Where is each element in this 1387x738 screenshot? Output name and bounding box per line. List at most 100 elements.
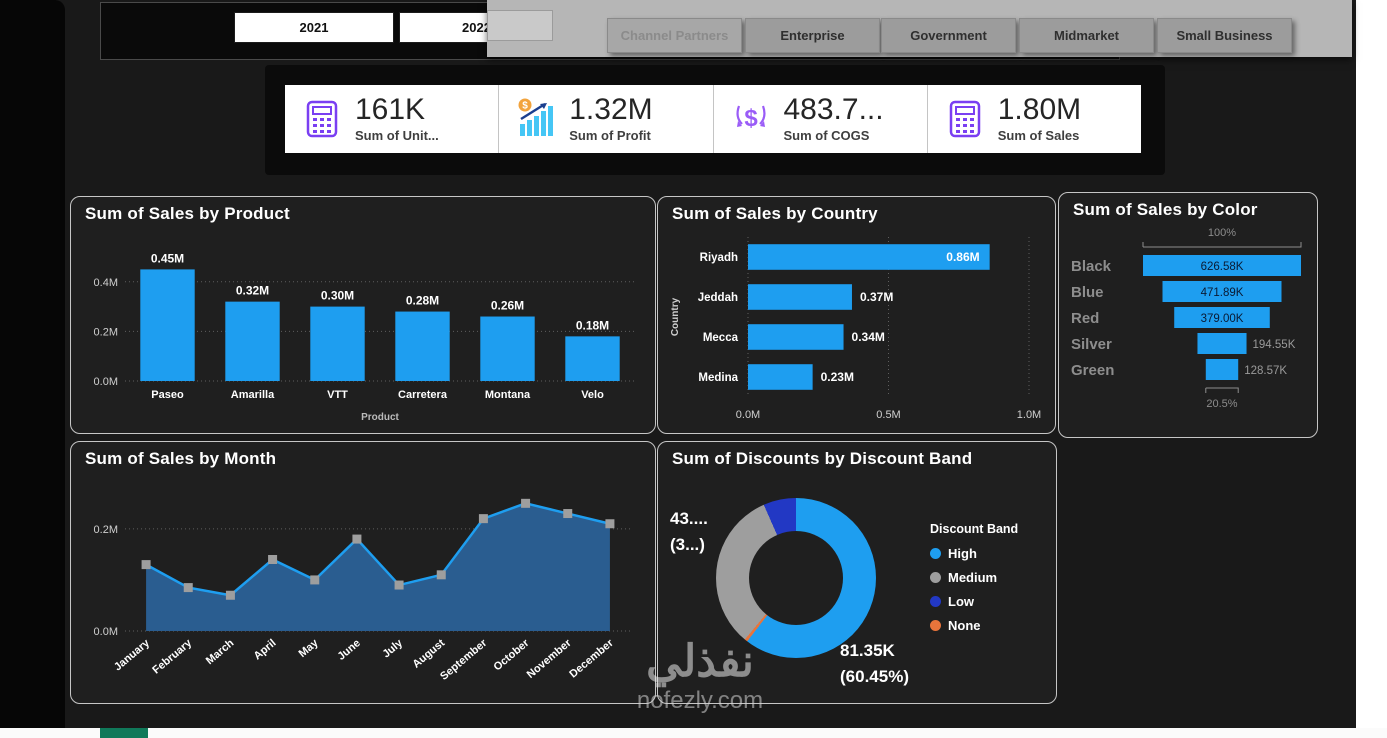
kpi-label: Sum of Unit... bbox=[355, 128, 439, 143]
svg-text:194.55K: 194.55K bbox=[1253, 339, 1296, 351]
donut-label-high: 81.35K (60.45%) bbox=[840, 641, 909, 686]
svg-text:0.26M: 0.26M bbox=[491, 299, 524, 313]
svg-text:May: May bbox=[297, 637, 322, 661]
svg-text:0.23M: 0.23M bbox=[821, 370, 854, 384]
legend-title: Discount Band bbox=[930, 522, 1019, 536]
svg-text:Riyadh: Riyadh bbox=[700, 252, 738, 264]
chart-title: Sum of Discounts by Discount Band bbox=[672, 449, 973, 468]
kpi-card-units: 161K Sum of Unit... bbox=[285, 85, 500, 153]
partial-button[interactable] bbox=[487, 10, 553, 41]
left-sidebar-strip bbox=[0, 0, 65, 728]
svg-text:March: March bbox=[204, 637, 237, 667]
chart-title: Sum of Sales by Color bbox=[1073, 200, 1258, 219]
kpi-card-profit: $ 1.32M Sum of Profit bbox=[499, 85, 714, 153]
legend-dot-low bbox=[930, 596, 941, 607]
bar-chart-sales-by-country[interactable]: 0.0M 0.5M 1.0M 0.86M Riyadh 0.37M Jeddah 0.34M M… bbox=[666, 231, 1047, 427]
svg-text:$: $ bbox=[522, 101, 528, 112]
kpi-card-sales: 1.80M Sum of Sales bbox=[928, 85, 1141, 153]
area-chart-sales-by-month[interactable]: 0.0M 0.2M January February March April May June… bbox=[79, 476, 647, 697]
kpi-value: 1.80M bbox=[997, 93, 1082, 126]
svg-text:1.0M: 1.0M bbox=[1017, 409, 1041, 421]
donut-legend: Discount Band High Medium Low None bbox=[930, 522, 1018, 642]
profit-bars-icon: $ bbox=[513, 96, 559, 142]
svg-text:Montana: Montana bbox=[485, 389, 531, 401]
svg-text:Product: Product bbox=[361, 412, 399, 423]
legend-dot-high bbox=[930, 548, 941, 559]
svg-text:Velo: Velo bbox=[581, 389, 604, 401]
legend-item-medium[interactable]: Medium bbox=[930, 570, 1018, 585]
svg-text:Green: Green bbox=[1071, 362, 1114, 379]
svg-text:Amarilla: Amarilla bbox=[231, 389, 275, 401]
donut-hole bbox=[749, 531, 843, 625]
svg-text:0.5M: 0.5M bbox=[876, 409, 900, 421]
svg-text:0.37M: 0.37M bbox=[860, 290, 893, 304]
svg-text:July: July bbox=[380, 637, 405, 661]
panel-sales-by-country: Sum of Sales by Country 0.0M 0.5M 1.0M 0.86… bbox=[657, 196, 1056, 434]
kpi-card-strip: 161K Sum of Unit... $ 1.32M Sum of Profi… bbox=[265, 65, 1165, 175]
svg-text:0.45M: 0.45M bbox=[151, 251, 184, 265]
svg-text:Country: Country bbox=[670, 297, 681, 336]
svg-text:Black: Black bbox=[1071, 258, 1112, 275]
svg-text:February: February bbox=[150, 637, 194, 677]
panel-discounts-by-band: Sum of Discounts by Discount Band 43....… bbox=[657, 441, 1057, 704]
report-canvas: 2021 2022 Channel Partners Enterprise Go… bbox=[0, 0, 1356, 728]
svg-text:0.28M: 0.28M bbox=[406, 294, 439, 308]
svg-text:Jeddah: Jeddah bbox=[698, 292, 738, 304]
svg-text:Silver: Silver bbox=[1071, 336, 1112, 353]
donut-chart[interactable] bbox=[716, 498, 876, 658]
svg-text:626.58K: 626.58K bbox=[1201, 261, 1244, 273]
svg-text:June: June bbox=[335, 637, 362, 663]
chart-title: Sum of Sales by Product bbox=[85, 204, 290, 223]
kpi-row: 161K Sum of Unit... $ 1.32M Sum of Profi… bbox=[285, 85, 1141, 153]
panel-sales-by-month: Sum of Sales by Month 0.0M 0.2M January Feb… bbox=[70, 441, 656, 704]
legend-item-none[interactable]: None bbox=[930, 618, 1018, 633]
year-button-2021[interactable]: 2021 bbox=[234, 12, 394, 43]
segment-button-small-business[interactable]: Small Business bbox=[1157, 18, 1292, 53]
funnel-chart-sales-by-color[interactable]: 100% 626.58K Black 471.89K Blue 379.00K Red 194… bbox=[1067, 223, 1309, 431]
segment-button-midmarket[interactable]: Midmarket bbox=[1019, 18, 1154, 53]
svg-text:October: October bbox=[491, 637, 532, 674]
svg-text:September: September bbox=[438, 637, 490, 683]
legend-item-low[interactable]: Low bbox=[930, 594, 1018, 609]
svg-text:0.0M: 0.0M bbox=[736, 409, 760, 421]
svg-text:0.4M: 0.4M bbox=[94, 277, 118, 289]
svg-text:0.30M: 0.30M bbox=[321, 289, 354, 303]
kpi-label: Sum of Profit bbox=[569, 128, 651, 143]
svg-text:20.5%: 20.5% bbox=[1206, 398, 1237, 410]
chart-title: Sum of Sales by Country bbox=[672, 204, 878, 223]
kpi-label: Sum of Sales bbox=[997, 128, 1080, 143]
svg-text:Red: Red bbox=[1071, 310, 1099, 327]
segment-button-enterprise[interactable]: Enterprise bbox=[745, 18, 880, 53]
svg-text:128.57K: 128.57K bbox=[1244, 365, 1287, 377]
svg-text:Medina: Medina bbox=[698, 372, 738, 384]
column-chart-sales-by-product[interactable]: 0.0M 0.2M 0.4M 0.45M Paseo 0.32M Amarilla 0.30M… bbox=[79, 231, 647, 427]
chart-title: Sum of Sales by Month bbox=[85, 449, 277, 468]
svg-text:Carretera: Carretera bbox=[398, 389, 448, 401]
svg-text:0.32M: 0.32M bbox=[236, 284, 269, 298]
svg-text:0.0M: 0.0M bbox=[94, 626, 118, 638]
segment-button-government[interactable]: Government bbox=[881, 18, 1016, 53]
panel-sales-by-color: Sum of Sales by Color 100% 626.58K Black 47… bbox=[1058, 192, 1318, 438]
svg-text:471.89K: 471.89K bbox=[1201, 287, 1244, 299]
svg-text:100%: 100% bbox=[1208, 227, 1236, 239]
svg-text:0.0M: 0.0M bbox=[94, 376, 118, 388]
svg-text:Blue: Blue bbox=[1071, 284, 1104, 301]
svg-text:0.2M: 0.2M bbox=[94, 524, 118, 536]
calculator-icon bbox=[299, 96, 345, 142]
segment-button-channel-partners[interactable]: Channel Partners bbox=[607, 18, 742, 53]
legend-dot-none bbox=[930, 620, 941, 631]
svg-text:November: November bbox=[525, 637, 574, 681]
legend-dot-medium bbox=[930, 572, 941, 583]
svg-text:0.34M: 0.34M bbox=[852, 330, 885, 344]
calculator-icon bbox=[942, 96, 988, 142]
svg-text:0.2M: 0.2M bbox=[94, 326, 118, 338]
svg-text:August: August bbox=[410, 637, 447, 671]
svg-text:Paseo: Paseo bbox=[151, 389, 184, 401]
green-indicator bbox=[100, 728, 148, 738]
svg-text:$: $ bbox=[744, 105, 758, 132]
dollar-decrease-icon: $ bbox=[728, 96, 774, 142]
svg-text:December: December bbox=[567, 637, 616, 681]
kpi-card-cogs: $ 483.7... Sum of COGS bbox=[714, 85, 928, 153]
legend-item-high[interactable]: High bbox=[930, 546, 1018, 561]
